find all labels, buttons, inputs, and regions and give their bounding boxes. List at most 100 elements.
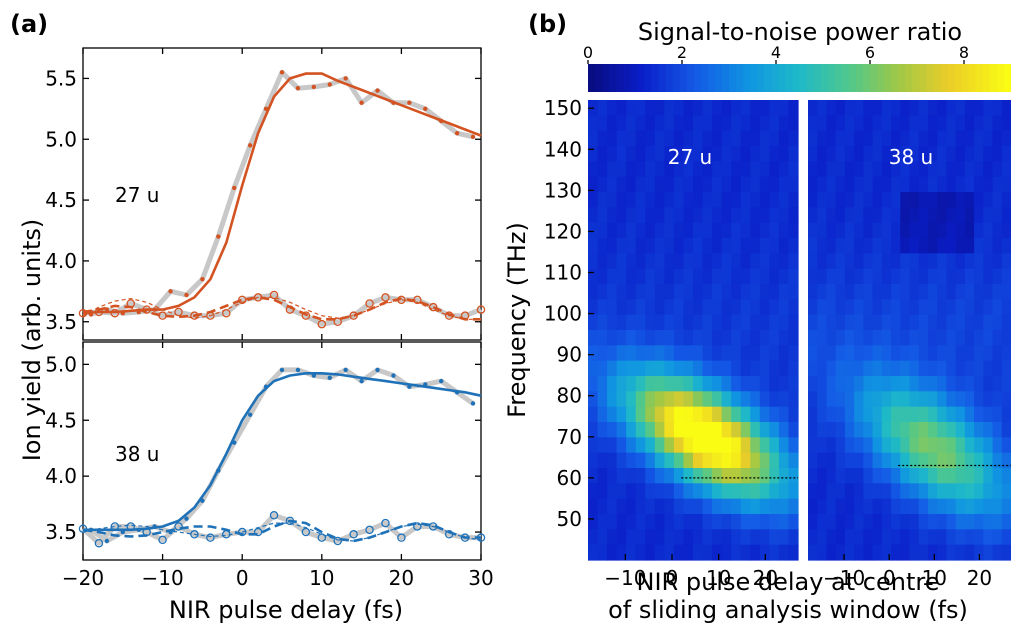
heatmap-cell xyxy=(881,161,892,178)
colorbar-tick-label: 6 xyxy=(865,43,875,62)
heatmap-cell xyxy=(626,514,637,530)
heatmap-cell xyxy=(759,222,770,239)
heatmap-cell xyxy=(740,222,751,239)
heatmap-cell xyxy=(1001,529,1011,546)
heatmap-cell xyxy=(769,406,780,423)
heatmap-cell xyxy=(844,360,855,377)
heatmap-cell xyxy=(964,360,975,377)
heatmap-cell xyxy=(654,422,665,438)
heatmap-cell xyxy=(854,498,864,515)
heatmap-cell xyxy=(937,514,948,530)
heatmap-cell xyxy=(788,406,799,423)
heatmap-cell xyxy=(808,483,818,500)
heatmap-cell xyxy=(872,222,883,239)
panel-a-label: (a) xyxy=(10,10,48,38)
heatmap-cell xyxy=(900,115,911,132)
heatmap-cell xyxy=(664,100,675,116)
heatmap-cell xyxy=(955,437,966,454)
heatmap-cell xyxy=(645,314,656,331)
heatmap-cell xyxy=(597,422,608,438)
heatmap-cell xyxy=(607,253,618,270)
heatmap-cell xyxy=(992,376,1003,392)
heatmap-cell xyxy=(955,299,966,316)
heatmap-cell xyxy=(891,544,901,561)
data-point xyxy=(184,516,189,521)
y-tick-label: 110 xyxy=(544,261,582,285)
heatmap-cell xyxy=(702,529,713,546)
colorbar-segment xyxy=(778,64,786,92)
heatmap-cell xyxy=(974,130,984,147)
data-point xyxy=(168,529,173,535)
heatmap-cell xyxy=(983,253,994,270)
heatmap-cell xyxy=(769,207,780,224)
heatmap-cell xyxy=(702,284,713,300)
heatmap-cell xyxy=(664,314,675,331)
heatmap-cell xyxy=(872,452,883,469)
residual-point xyxy=(301,311,311,320)
heatmap-cell xyxy=(937,238,948,254)
heatmap-cell xyxy=(778,483,790,500)
heatmap-cell xyxy=(900,422,911,438)
heatmap-cell xyxy=(712,100,723,116)
heatmap-cell xyxy=(854,176,864,193)
panel-b-xlabel-line1: NIR pulse delay at centre xyxy=(637,568,940,596)
heatmap-cell xyxy=(844,130,855,147)
heatmap-cell xyxy=(750,330,761,346)
heatmap-cell xyxy=(673,299,685,316)
heatmap-cell xyxy=(983,238,994,254)
heatmap-cell xyxy=(750,422,761,438)
heatmap-cell xyxy=(955,468,966,484)
heatmap-cell xyxy=(946,238,957,254)
heatmap-cell xyxy=(616,437,627,454)
colorbar-segment xyxy=(672,64,681,92)
heatmap-cell xyxy=(626,130,637,147)
heatmap-cell xyxy=(983,544,994,561)
heatmap-cell xyxy=(721,192,732,208)
heatmap-cell xyxy=(909,284,920,300)
heatmap-cell xyxy=(626,422,637,438)
heatmap-cell xyxy=(769,529,780,546)
colorbar-segment xyxy=(757,64,765,92)
heatmap-cell xyxy=(900,330,911,346)
colorbar-segment xyxy=(940,64,949,92)
heatmap-cell xyxy=(740,483,751,500)
y-tick-label: 4.0 xyxy=(45,464,77,488)
heatmap-cell xyxy=(900,514,911,530)
heatmap-cell xyxy=(759,452,770,469)
heatmap-cell xyxy=(626,161,637,178)
heatmap-cell xyxy=(731,330,742,346)
heatmap-cell xyxy=(927,238,938,254)
heatmap-cell xyxy=(740,452,751,469)
heatmap-cell xyxy=(683,299,694,316)
heatmap-cell xyxy=(693,222,704,239)
heatmap-cell xyxy=(881,130,892,147)
heatmap-cell xyxy=(759,268,770,285)
heatmap-cell xyxy=(635,284,646,300)
heatmap-cell xyxy=(788,468,799,484)
heatmap-cell xyxy=(844,529,855,546)
heatmap-cell xyxy=(750,345,761,362)
heatmap-cell xyxy=(881,284,892,300)
heatmap-cell xyxy=(983,452,994,469)
heatmap-cell xyxy=(955,284,966,300)
heatmap-cell xyxy=(955,498,966,515)
heatmap-cell xyxy=(900,268,911,285)
heatmap-cell xyxy=(740,253,751,270)
heatmap-cell xyxy=(721,514,732,530)
heatmap-cell xyxy=(854,422,864,438)
heatmap-cell xyxy=(992,483,1003,500)
colorbar-segment xyxy=(884,64,892,92)
heatmap-cell xyxy=(759,422,770,438)
heatmap-cell xyxy=(835,406,846,423)
heatmap-cell xyxy=(900,207,911,224)
heatmap-cell xyxy=(835,437,846,454)
heatmap-cell xyxy=(721,452,732,469)
heatmap-cell xyxy=(702,176,713,193)
heatmap-cell xyxy=(927,284,938,300)
heatmap-cell xyxy=(731,544,742,561)
heatmap-cell xyxy=(635,130,646,147)
heatmap-cell xyxy=(645,345,656,362)
heatmap-cell xyxy=(872,468,883,484)
y-tick-label: 80 xyxy=(557,384,582,408)
heatmap-cell xyxy=(844,115,855,132)
